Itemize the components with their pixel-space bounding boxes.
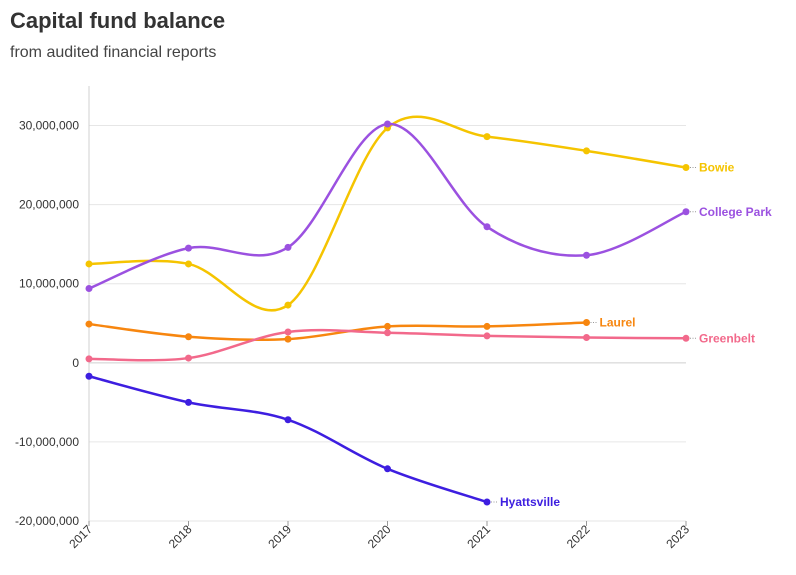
x-tick-label: 2018 <box>166 522 195 551</box>
x-tick-label: 2023 <box>663 522 692 551</box>
data-point-laurel <box>85 320 93 328</box>
data-point-laurel <box>483 322 491 330</box>
data-point-greenbelt <box>85 355 93 363</box>
series-label-bowie: Bowie <box>699 160 735 174</box>
x-tick-label: 2020 <box>365 522 394 551</box>
data-point-laurel <box>583 318 590 326</box>
series-line-laurel <box>87 321 588 342</box>
x-tick-label: 2021 <box>464 522 493 551</box>
y-tick-label: 0 <box>72 356 79 370</box>
series-label-college-park: College Park <box>699 205 772 219</box>
series-label-greenbelt: Greenbelt <box>699 331 755 345</box>
series-line-bowie <box>87 115 688 312</box>
data-point-college-park <box>483 223 491 231</box>
data-point-bowie <box>284 301 292 309</box>
y-tick-label: 20,000,000 <box>19 198 79 212</box>
data-point-hyattsville <box>85 372 93 380</box>
data-point-greenbelt <box>682 334 690 342</box>
series-line-hyattsville <box>87 375 489 504</box>
data-point-hyattsville <box>384 465 391 473</box>
data-point-college-park <box>284 243 292 251</box>
data-point-college-park <box>682 208 690 216</box>
y-tick-label: 30,000,000 <box>19 119 79 133</box>
y-tick-label: 10,000,000 <box>19 277 79 291</box>
chart-subtitle: from audited financial reports <box>10 44 217 61</box>
y-tick-label: -10,000,000 <box>15 435 79 449</box>
data-point-college-park <box>583 251 590 259</box>
data-point-hyattsville <box>284 416 292 424</box>
data-point-greenbelt <box>384 329 391 337</box>
data-point-laurel <box>185 333 192 341</box>
data-point-bowie <box>682 163 690 171</box>
y-tick-label: -20,000,000 <box>15 514 79 528</box>
data-point-hyattsville <box>185 398 192 406</box>
data-point-greenbelt <box>583 334 590 342</box>
x-tick-label: 2022 <box>564 522 593 551</box>
series-labels: Bowie College Park Laurel Greenbelt Hyattsvi… <box>491 160 772 509</box>
data-point-bowie <box>583 147 590 155</box>
data-point-greenbelt <box>185 354 192 362</box>
data-point-college-park <box>384 120 391 128</box>
data-point-bowie <box>85 260 93 268</box>
data-point-laurel <box>284 335 292 343</box>
data-point-college-park <box>185 244 192 252</box>
data-point-hyattsville <box>483 498 491 506</box>
series-line-college-park <box>87 122 688 290</box>
data-point-college-park <box>85 284 93 292</box>
x-tick-label: 2019 <box>265 522 294 551</box>
data-point-bowie <box>483 133 491 141</box>
series-label-laurel: Laurel <box>600 315 636 329</box>
data-point-greenbelt <box>483 332 491 340</box>
data-point-bowie <box>185 260 192 268</box>
series-label-hyattsville: Hyattsville <box>500 495 560 509</box>
axes: -20,000,000 -10,000,000 0 10,000,000 20,000,… <box>15 86 692 551</box>
data-point-greenbelt <box>284 328 292 336</box>
chart-title: Capital fund balance <box>10 8 226 33</box>
data-point-laurel <box>384 322 391 330</box>
series-lines <box>85 115 690 506</box>
